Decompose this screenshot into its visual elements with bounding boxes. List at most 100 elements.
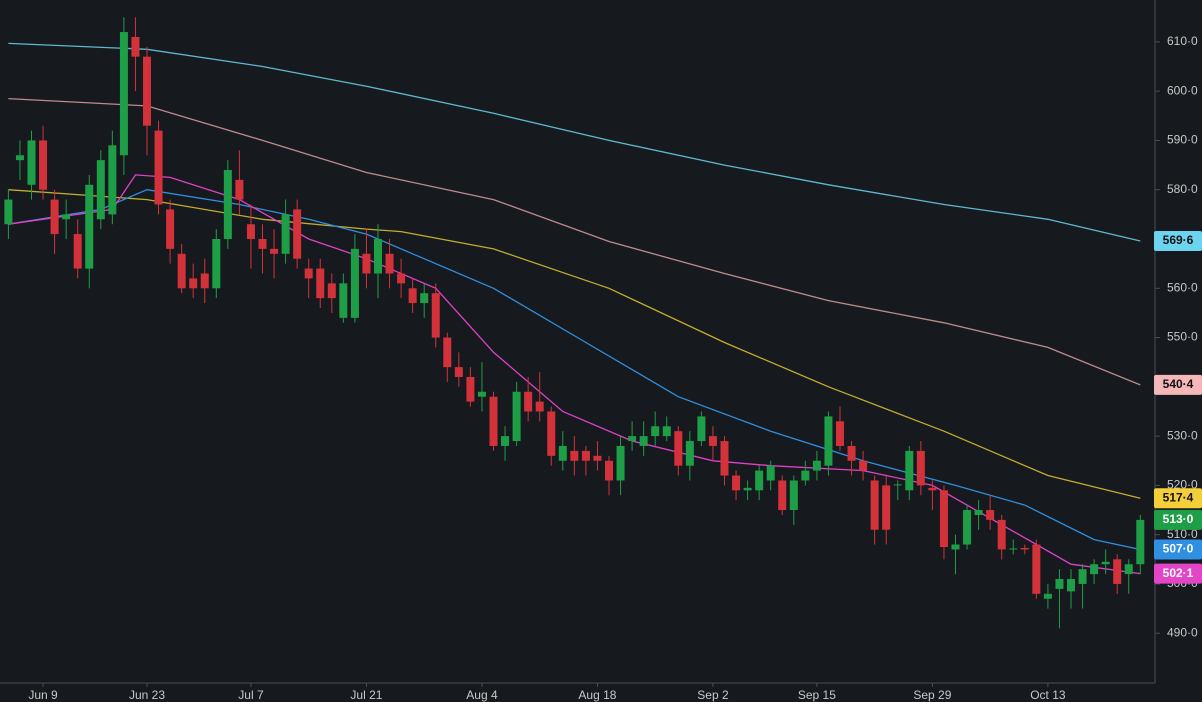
- candle-body: [316, 268, 325, 299]
- candle-body: [258, 239, 267, 249]
- moving-average-line: [8, 189, 1141, 499]
- candle-body: [27, 140, 36, 185]
- candle-body: [674, 431, 683, 466]
- candle-body: [882, 485, 891, 530]
- candle-body: [997, 519, 1006, 550]
- x-tick-label: Jun 9: [28, 688, 58, 702]
- candle-body: [1067, 579, 1075, 592]
- candle-body: [235, 179, 244, 200]
- candle-body: [639, 436, 648, 446]
- x-tick-label: Sep 15: [798, 688, 836, 702]
- candle-body: [223, 170, 232, 240]
- x-tick-label: Jul 7: [238, 688, 264, 702]
- candle-body: [685, 441, 694, 466]
- candle-body: [85, 184, 94, 269]
- candle-body: [824, 416, 833, 466]
- price-badge-label: 569·6: [1163, 233, 1194, 247]
- candle-body: [662, 426, 671, 437]
- candle-body: [281, 214, 290, 254]
- y-tick-label: 530·0: [1167, 428, 1198, 442]
- candle-body: [4, 199, 13, 225]
- y-tick-label: 600·0: [1167, 83, 1198, 97]
- candle-body: [189, 278, 198, 289]
- candle-body: [131, 36, 140, 57]
- candle-body: [443, 337, 452, 368]
- candle-body: [893, 484, 902, 486]
- candle-body: [708, 436, 717, 446]
- y-tick-label: 490·0: [1167, 625, 1198, 639]
- candle-body: [766, 465, 775, 481]
- x-tick-label: Sep 29: [913, 688, 951, 702]
- candle-body: [651, 426, 660, 437]
- candle-body: [593, 455, 602, 461]
- candle-body: [939, 490, 948, 547]
- candle-body: [96, 160, 105, 220]
- candle-body: [847, 445, 856, 461]
- y-tick-label: 560·0: [1167, 280, 1198, 294]
- candle-body: [743, 487, 752, 491]
- y-tick-label: 510·0: [1167, 527, 1198, 541]
- candle-body: [477, 391, 486, 397]
- candle-body: [755, 470, 764, 491]
- candle-body: [616, 445, 625, 481]
- price-badge: [1154, 230, 1202, 251]
- candle-body: [304, 268, 313, 279]
- candle-body: [200, 273, 209, 289]
- price-badge: [1154, 488, 1202, 509]
- candle-body: [420, 293, 429, 304]
- candle-body: [1136, 519, 1145, 565]
- candle-body: [501, 436, 510, 446]
- candle-body: [524, 391, 533, 412]
- candle-body: [986, 510, 995, 520]
- candle-body: [119, 32, 128, 156]
- candle-body: [73, 234, 82, 269]
- candle-body: [1124, 564, 1133, 575]
- candle-body: [1032, 544, 1041, 594]
- x-tick-label: Aug 4: [466, 688, 498, 702]
- candle-body: [1090, 564, 1099, 575]
- candle-body: [166, 209, 175, 249]
- candle-body: [628, 436, 637, 442]
- y-tick-label: 550·0: [1167, 330, 1198, 344]
- candle-body: [801, 470, 810, 481]
- candle-body: [905, 450, 914, 491]
- candle-body: [454, 367, 463, 377]
- price-badge: [1154, 374, 1202, 395]
- candle-body: [1055, 579, 1064, 589]
- candle-body: [535, 401, 544, 412]
- price-badge-label: 507·0: [1163, 542, 1194, 556]
- candle-body: [154, 130, 163, 205]
- candle-body: [489, 396, 498, 446]
- candle-body: [362, 253, 371, 274]
- candle-body: [1043, 593, 1052, 599]
- candle-body: [778, 480, 787, 511]
- price-badge-label: 517·4: [1163, 490, 1194, 504]
- x-tick-label: Oct 13: [1030, 688, 1066, 702]
- moving-average-line: [8, 97, 1141, 386]
- y-tick-label: 580·0: [1167, 182, 1198, 196]
- candle-body: [293, 209, 302, 259]
- x-tick-label: Jul 21: [350, 688, 382, 702]
- candle-body: [512, 391, 521, 442]
- candle-body: [385, 253, 394, 274]
- candle-body: [928, 487, 937, 491]
- price-badge-label: 513·0: [1163, 512, 1194, 526]
- candle-body: [327, 283, 336, 299]
- candle-body: [558, 445, 567, 461]
- candle-body: [339, 283, 348, 318]
- candle-body: [270, 248, 279, 254]
- candle-body: [732, 475, 741, 491]
- candle-body: [916, 450, 925, 486]
- candle-body: [1113, 559, 1122, 584]
- moving-average-line: [8, 42, 1141, 242]
- candle-body: [431, 293, 440, 338]
- candle-body: [605, 460, 613, 481]
- candle-body: [1020, 547, 1029, 550]
- candle-body: [1101, 561, 1110, 565]
- candle-body: [1009, 548, 1018, 550]
- price-badge-label: 540·4: [1163, 377, 1194, 391]
- candle-body: [951, 544, 960, 550]
- candle-body: [212, 239, 221, 289]
